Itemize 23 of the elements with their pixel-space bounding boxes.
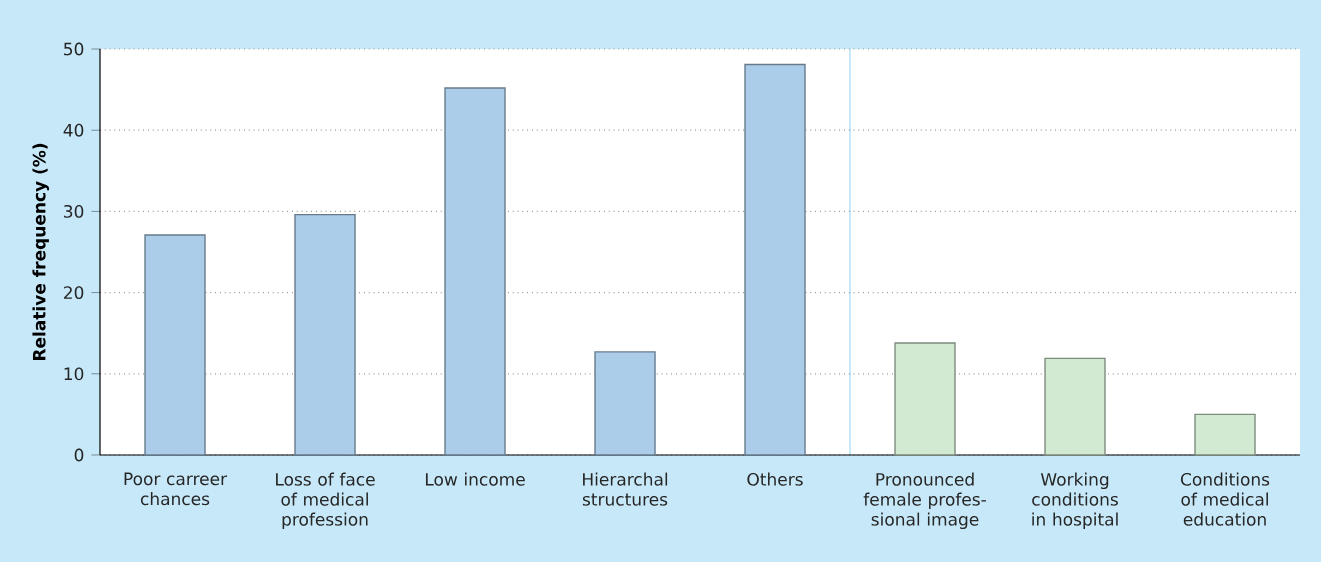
y-tick-label: 30 [64, 204, 84, 218]
y-tick-label: 20 [64, 286, 84, 300]
bar [1044, 357, 1106, 456]
x-tick-label: Others [747, 472, 803, 486]
bar [1194, 413, 1256, 456]
y-tick-label: 0 [74, 448, 84, 462]
bar [444, 87, 506, 456]
bar [594, 351, 656, 456]
bar [894, 342, 956, 456]
x-tick-label: Conditions of medical education [1180, 472, 1270, 526]
x-tick-label: Loss of face of medical profession [276, 472, 375, 530]
y-axis-title: Relative frequency (%) [32, 143, 50, 361]
y-tick-label: 10 [64, 367, 84, 381]
y-tick-label: 50 [64, 42, 84, 56]
bar [294, 213, 356, 456]
x-tick-label: Low income [425, 472, 525, 486]
bar [144, 234, 206, 456]
bar [744, 63, 806, 456]
y-tick-label: 40 [63, 123, 84, 137]
x-tick-label: Pronounced female profes-sional image [863, 472, 986, 530]
x-tick-label: Hierarchal structures [582, 472, 668, 506]
x-tick-label: Poor carreer chances [124, 472, 228, 506]
x-tick-label: Working conditions in hospital [1032, 472, 1118, 530]
